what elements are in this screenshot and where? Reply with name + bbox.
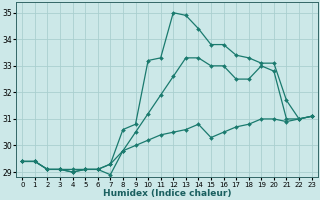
X-axis label: Humidex (Indice chaleur): Humidex (Indice chaleur) [103,189,231,198]
